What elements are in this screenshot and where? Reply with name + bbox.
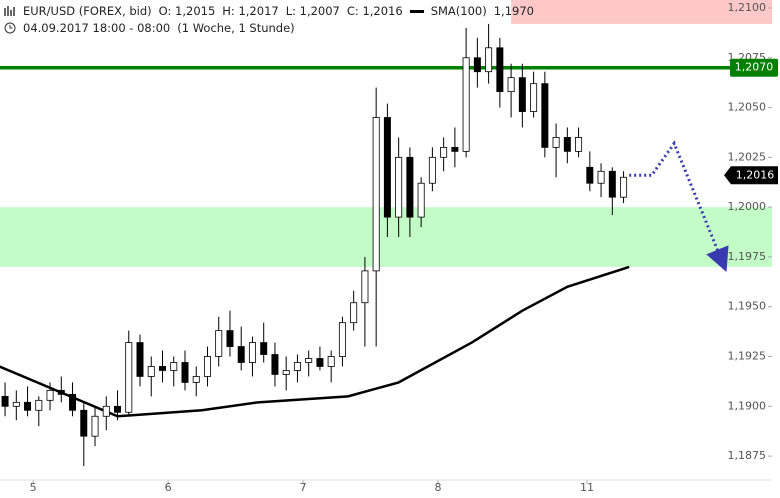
candle-body (46, 389, 54, 401)
candle-body (1, 395, 9, 407)
x-tick-label: 8 (435, 481, 442, 494)
candle-body (395, 156, 403, 218)
candle-body (24, 401, 32, 411)
candle-body (147, 366, 155, 377)
candle-body (496, 47, 504, 93)
candle-body (316, 358, 324, 367)
y-tick-label: 1,2000 (728, 200, 767, 213)
candle-body (282, 370, 290, 375)
candle-body (114, 405, 122, 413)
sma-line (0, 265, 630, 418)
y-tick-label: 1,1875 (728, 449, 767, 462)
y-tick-label: 1,1925 (728, 350, 767, 363)
open: O: 1,2015 (158, 4, 216, 18)
candle-body (125, 342, 133, 413)
header-row: EUR/USD (FOREX, bid) O: 1,2015 H: 1,2017… (4, 4, 534, 18)
level-box (730, 58, 778, 77)
candle-body (620, 176, 628, 198)
zone (511, 0, 772, 24)
candle-body (80, 409, 88, 437)
candle-body (372, 117, 380, 272)
clock-icon (4, 22, 16, 34)
candle-body (440, 146, 448, 158)
candle-body (462, 57, 470, 152)
candle-body (293, 362, 301, 371)
chart-icon (4, 6, 15, 16)
candle-body (518, 77, 526, 112)
candle-body (35, 399, 43, 411)
candle-body (597, 170, 605, 184)
candle-body (159, 366, 166, 371)
candle-body (428, 156, 436, 184)
candle-body (575, 137, 583, 152)
last-price-box (724, 166, 778, 185)
candle-body (215, 330, 223, 357)
candle-body (338, 322, 346, 357)
candle-body (473, 57, 481, 73)
candle-body (507, 77, 515, 93)
candle-body (485, 47, 493, 73)
candle-body (69, 393, 77, 411)
candle-body (248, 342, 256, 363)
interval: (1 Woche, 1 Stunde) (177, 21, 295, 35)
y-tick-label: 1,2100 (728, 1, 767, 14)
period: 04.09.2017 18:00 - 08:00 (23, 21, 171, 35)
y-tick-label: 1,2050 (728, 101, 767, 114)
x-tick-label: 7 (300, 481, 307, 494)
candle-body (271, 354, 279, 375)
sma-value: 1,1970 (493, 4, 534, 18)
sma-label: SMA(100) (430, 4, 487, 18)
x-tick-label: 11 (580, 481, 594, 494)
candle-body (608, 170, 616, 198)
candle-body (383, 117, 391, 218)
candle-body (563, 137, 571, 152)
candle-body (552, 137, 560, 148)
candle-body (451, 146, 459, 152)
last-price-label: 1,2016 (736, 168, 775, 181)
candle-body (406, 156, 414, 218)
candle-body (530, 83, 538, 112)
x-tick-label: 5 (30, 481, 37, 494)
candle-body (226, 330, 234, 347)
high: H: 1,2017 (222, 4, 279, 18)
candle-body (102, 405, 110, 417)
candle-body (57, 389, 65, 395)
candle-body (417, 182, 425, 218)
sma-swatch (409, 9, 424, 13)
y-tick-label: 1,2025 (728, 150, 767, 163)
candle-body (586, 166, 594, 184)
low: L: 1,2007 (285, 4, 340, 18)
symbol: EUR/USD (FOREX, bid) (23, 4, 152, 18)
y-tick-label: 1,1975 (728, 250, 767, 263)
candle-body (136, 342, 144, 377)
candle-body (327, 356, 335, 367)
candle-body (361, 270, 369, 304)
candle-body (260, 342, 268, 355)
candle-body (203, 356, 211, 377)
candle-body (12, 401, 20, 407)
candle-body (350, 302, 358, 324)
candle-body (192, 376, 200, 383)
forecast-line (629, 140, 729, 273)
candle-body (541, 83, 549, 148)
header-row: 04.09.2017 18:00 - 08:00 (1 Woche, 1 Stu… (4, 21, 295, 35)
candle-body (181, 362, 189, 383)
y-tick-label: 1,1950 (728, 300, 767, 313)
candle-body (91, 415, 99, 437)
candle-body (170, 362, 178, 371)
candle-body (305, 358, 313, 363)
x-tick-label: 6 (165, 481, 172, 494)
level-label: 1,2070 (735, 61, 774, 74)
candle-body (237, 346, 245, 363)
close: C: 1,2016 (346, 4, 403, 18)
y-tick-label: 1,1900 (728, 399, 767, 412)
